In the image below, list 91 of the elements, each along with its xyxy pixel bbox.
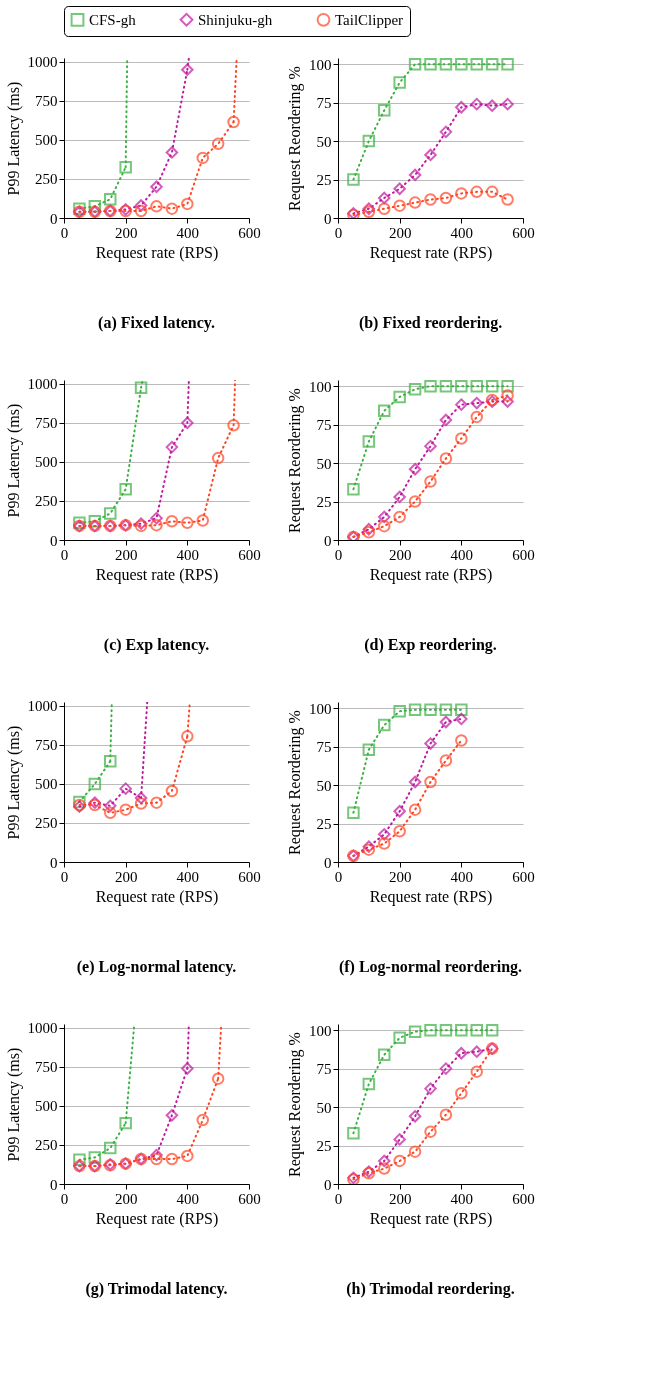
- x-axis-title: Request rate (RPS): [95, 243, 219, 262]
- y-tick-label: 0: [324, 210, 332, 227]
- y-tick-label: 25: [316, 816, 332, 833]
- y-axis-title: Request Reordering %: [286, 388, 304, 533]
- text: (a) Fixed latency.: [98, 314, 215, 332]
- x-tick-label: 400: [450, 1190, 474, 1207]
- x-axis-title: Request rate (RPS): [369, 887, 493, 906]
- y-tick-label: 250: [35, 815, 58, 832]
- x-tick-label: 600: [238, 1190, 261, 1207]
- legend-label: Shinjuku-gh: [198, 11, 273, 28]
- text: (d) Exp reordering.: [364, 636, 497, 654]
- x-tick-label: 400: [176, 1190, 200, 1207]
- x-tick-label: 200: [114, 1190, 138, 1207]
- y-tick-label: 0: [324, 532, 332, 549]
- y-tick-label: 50: [316, 133, 332, 150]
- x-tick-label: 600: [512, 1190, 535, 1207]
- y-tick-label: 75: [316, 417, 332, 434]
- y-tick-label: 500: [35, 1098, 58, 1115]
- y-tick-label: 0: [50, 210, 58, 227]
- x-tick-label: 200: [388, 224, 412, 241]
- x-tick-label: 600: [238, 868, 261, 885]
- x-axis-title: Request rate (RPS): [95, 1209, 219, 1228]
- y-tick-label: 250: [35, 1137, 58, 1154]
- y-axis-title: Request Reordering %: [286, 66, 304, 211]
- y-tick-label: 750: [35, 737, 58, 754]
- y-tick-label: 1000: [27, 1020, 58, 1037]
- y-tick-label: 100: [309, 56, 332, 73]
- y-tick-label: 500: [35, 776, 58, 793]
- legend-label: TailClipper: [335, 11, 404, 28]
- y-tick-label: 500: [35, 454, 58, 471]
- y-tick-label: 50: [316, 777, 332, 794]
- y-tick-label: 250: [35, 493, 58, 510]
- y-tick-label: 750: [35, 93, 58, 110]
- x-axis-title: Request rate (RPS): [369, 565, 493, 584]
- y-tick-label: 750: [35, 1059, 58, 1076]
- y-tick-label: 100: [309, 700, 332, 717]
- x-axis-title: Request rate (RPS): [95, 887, 219, 906]
- x-tick-label: 400: [450, 868, 474, 885]
- x-tick-label: 400: [176, 868, 200, 885]
- y-tick-label: 25: [316, 1138, 332, 1155]
- y-axis-title: P99 Latency (ms): [4, 1047, 23, 1162]
- x-tick-label: 200: [114, 224, 138, 241]
- y-tick-label: 1000: [27, 54, 58, 71]
- x-tick-label: 600: [512, 224, 535, 241]
- y-tick-label: 1000: [27, 698, 58, 715]
- text: (b) Fixed reordering.: [358, 314, 503, 332]
- x-tick-label: 200: [114, 868, 138, 885]
- y-axis-title: Request Reordering %: [286, 710, 304, 855]
- x-tick-label: 600: [238, 224, 261, 241]
- y-tick-label: 75: [316, 739, 332, 756]
- x-axis-title: Request rate (RPS): [369, 1209, 493, 1228]
- x-axis-title: Request rate (RPS): [95, 565, 219, 584]
- x-axis-title: Request rate (RPS): [369, 243, 493, 262]
- x-tick-label: 400: [176, 546, 200, 563]
- text: (h) Trimodal reordering.: [346, 1280, 515, 1298]
- x-tick-label: 600: [512, 546, 535, 563]
- y-tick-label: 25: [316, 494, 332, 511]
- text: (c) Exp latency.: [103, 636, 210, 654]
- y-tick-label: 0: [324, 1176, 332, 1193]
- y-tick-label: 0: [50, 532, 58, 549]
- y-tick-label: 50: [316, 455, 332, 472]
- legend-label: CFS-gh: [89, 11, 137, 28]
- y-tick-label: 0: [50, 854, 58, 871]
- y-tick-label: 100: [309, 1022, 332, 1039]
- y-axis-title: P99 Latency (ms): [4, 81, 23, 196]
- y-tick-label: 0: [324, 854, 332, 871]
- y-tick-label: 50: [316, 1099, 332, 1116]
- y-tick-label: 25: [316, 172, 332, 189]
- x-tick-label: 200: [388, 546, 412, 563]
- x-tick-label: 600: [512, 868, 535, 885]
- x-tick-label: 400: [450, 546, 474, 563]
- y-tick-label: 1000: [27, 376, 58, 393]
- x-tick-label: 200: [114, 546, 138, 563]
- x-tick-label: 400: [176, 224, 200, 241]
- x-tick-label: 200: [388, 1190, 412, 1207]
- text: (f) Log-normal reordering.: [338, 958, 523, 976]
- y-tick-label: 250: [35, 171, 58, 188]
- x-tick-label: 400: [450, 224, 474, 241]
- y-tick-label: 0: [50, 1176, 58, 1193]
- x-tick-label: 200: [388, 868, 412, 885]
- text: (g) Trimodal latency.: [85, 1280, 228, 1298]
- y-tick-label: 750: [35, 415, 58, 432]
- text: (e) Log-normal latency.: [76, 958, 237, 976]
- y-axis-title: P99 Latency (ms): [4, 403, 23, 518]
- y-tick-label: 75: [316, 95, 332, 112]
- y-axis-title: Request Reordering %: [286, 1032, 304, 1177]
- y-tick-label: 75: [316, 1061, 332, 1078]
- y-tick-label: 100: [309, 378, 332, 395]
- y-tick-label: 500: [35, 132, 58, 149]
- y-axis-title: P99 Latency (ms): [4, 725, 23, 840]
- x-tick-label: 600: [238, 546, 261, 563]
